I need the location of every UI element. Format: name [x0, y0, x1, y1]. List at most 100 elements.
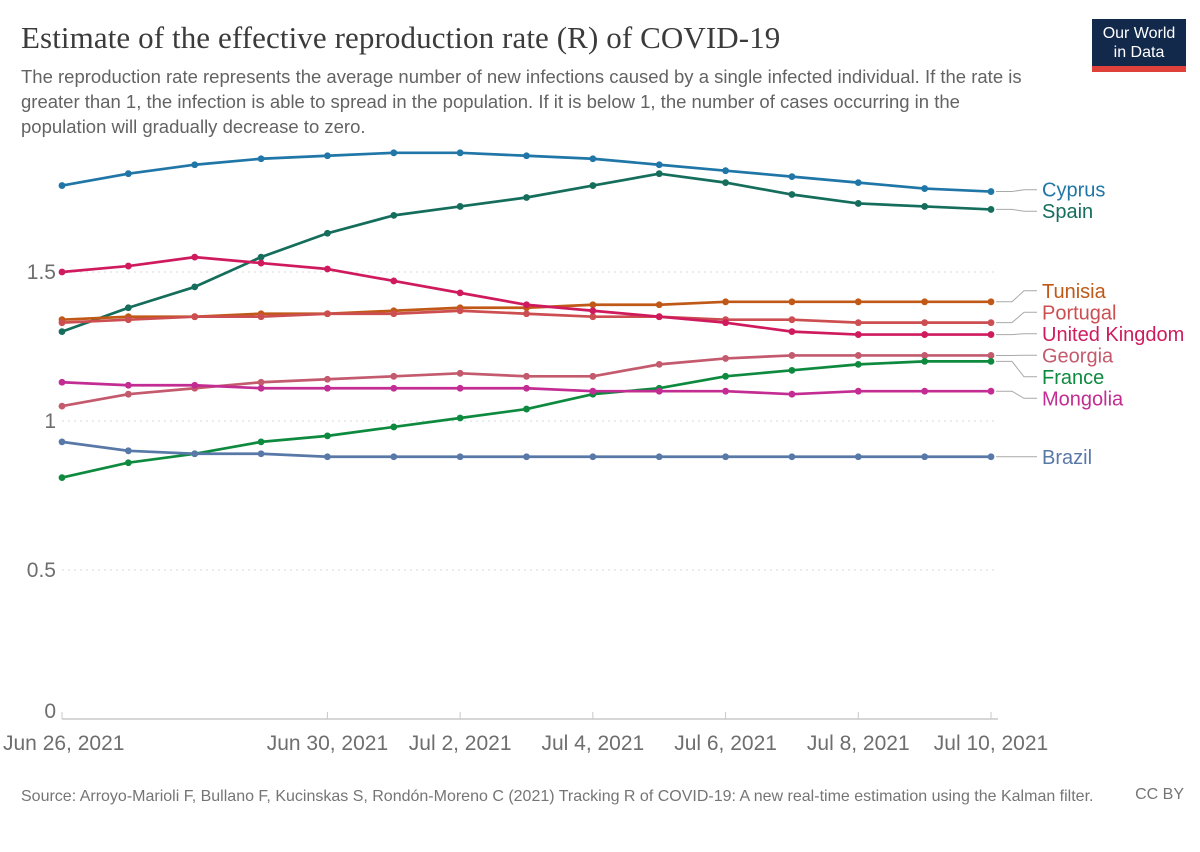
data-point	[457, 149, 464, 156]
data-point	[589, 453, 596, 460]
legend-connector-spain	[996, 209, 1037, 211]
data-point	[855, 179, 862, 186]
legend-label-mongolia[interactable]: Mongolia	[1042, 388, 1124, 410]
data-point	[390, 310, 397, 317]
data-point	[390, 453, 397, 460]
legend-label-united-kingdom[interactable]: United Kingdom	[1042, 324, 1184, 346]
data-point	[191, 254, 198, 261]
legend-label-portugal[interactable]: Portugal	[1042, 302, 1117, 324]
data-point	[988, 188, 995, 195]
data-point	[125, 459, 132, 466]
data-point	[988, 358, 995, 365]
data-point	[125, 382, 132, 389]
x-tick-label: Jul 8, 2021	[807, 732, 910, 755]
data-point	[855, 331, 862, 338]
data-point	[589, 301, 596, 308]
data-point	[589, 388, 596, 395]
data-point	[390, 149, 397, 156]
legend-connector-france	[996, 361, 1037, 376]
data-point	[457, 203, 464, 210]
y-tick-label: 1	[44, 410, 56, 433]
data-point	[258, 155, 265, 162]
data-point	[789, 367, 796, 374]
data-point	[589, 373, 596, 380]
data-point	[855, 453, 862, 460]
data-point	[191, 313, 198, 320]
data-point	[59, 403, 66, 410]
legend-label-cyprus[interactable]: Cyprus	[1042, 180, 1105, 202]
owid-logo-line2: in Data	[1114, 43, 1165, 62]
series-cyprus[interactable]	[59, 149, 995, 195]
data-point	[258, 438, 265, 445]
license-link[interactable]: CC BY	[1135, 786, 1184, 804]
legend-label-georgia[interactable]: Georgia	[1042, 345, 1114, 367]
data-point	[921, 298, 928, 305]
data-point	[457, 415, 464, 422]
data-point	[324, 385, 331, 392]
data-point	[457, 307, 464, 314]
data-point	[855, 352, 862, 359]
data-point	[855, 200, 862, 207]
data-point	[191, 450, 198, 457]
data-point	[656, 301, 663, 308]
data-point	[523, 194, 530, 201]
data-point	[988, 206, 995, 213]
data-point	[324, 266, 331, 273]
data-point	[523, 152, 530, 159]
series-brazil[interactable]	[59, 438, 995, 460]
data-point	[722, 167, 729, 174]
legend-connector-portugal	[996, 312, 1037, 322]
data-point	[258, 385, 265, 392]
series-united-kingdom[interactable]	[59, 254, 995, 338]
data-point	[855, 319, 862, 326]
legend-label-tunisia[interactable]: Tunisia	[1042, 281, 1107, 303]
data-point	[457, 370, 464, 377]
data-point	[191, 284, 198, 291]
data-point	[125, 304, 132, 311]
owid-logo[interactable]: Our World in Data	[1092, 19, 1186, 72]
data-point	[523, 406, 530, 413]
data-point	[656, 161, 663, 168]
data-point	[523, 373, 530, 380]
data-point	[789, 298, 796, 305]
data-point	[789, 191, 796, 198]
data-point	[921, 352, 928, 359]
data-point	[656, 313, 663, 320]
y-tick-label: 0	[44, 700, 56, 723]
data-point	[125, 391, 132, 398]
source-note: Source: Arroyo-Marioli F, Bullano F, Kuc…	[21, 786, 1121, 808]
legend-label-france[interactable]: France	[1042, 367, 1104, 389]
data-point	[191, 161, 198, 168]
data-point	[921, 388, 928, 395]
data-point	[589, 182, 596, 189]
data-point	[390, 385, 397, 392]
x-tick-label: Jun 26, 2021	[3, 732, 124, 755]
data-point	[656, 388, 663, 395]
page-title: Estimate of the effective reproduction r…	[21, 20, 1081, 56]
data-point	[988, 388, 995, 395]
legend-connector-united-kingdom	[996, 334, 1037, 335]
data-point	[59, 269, 66, 276]
data-point	[324, 433, 331, 440]
data-point	[390, 373, 397, 380]
data-point	[722, 319, 729, 326]
data-point	[523, 310, 530, 317]
legend-label-brazil[interactable]: Brazil	[1042, 447, 1092, 469]
data-point	[258, 254, 265, 261]
x-tick-label: Jul 6, 2021	[674, 732, 777, 755]
data-point	[921, 358, 928, 365]
data-point	[125, 170, 132, 177]
series-line-georgia	[62, 355, 991, 406]
data-point	[523, 385, 530, 392]
legend-label-spain[interactable]: Spain	[1042, 201, 1093, 223]
data-point	[722, 298, 729, 305]
x-tick-label: Jul 4, 2021	[541, 732, 644, 755]
data-point	[789, 352, 796, 359]
legend-connector-cyprus	[996, 190, 1037, 192]
data-point	[988, 331, 995, 338]
data-point	[988, 352, 995, 359]
data-point	[59, 182, 66, 189]
data-point	[988, 319, 995, 326]
series-georgia[interactable]	[59, 352, 995, 409]
